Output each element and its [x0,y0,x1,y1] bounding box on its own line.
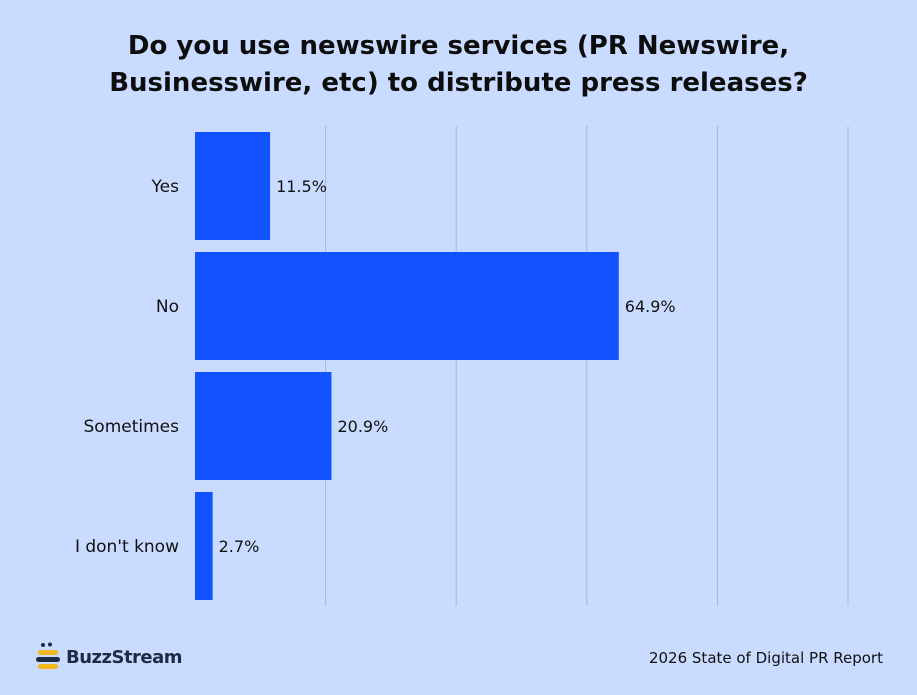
buzzstream-logo-icon [36,642,60,669]
chart-title-line-1: Do you use newswire services (PR Newswir… [127,31,790,61]
category-label: I don't know [75,537,179,557]
brand-name: BuzzStream [66,646,183,668]
bar [195,252,619,360]
bar [195,372,332,480]
bar [195,132,271,240]
category-label: Sometimes [84,417,180,437]
chart-title-line-2: Businesswire, etc) to distribute press r… [109,68,808,98]
data-label: 11.5% [276,177,327,196]
bar [195,492,213,600]
chart-title: Do you use newswire services (PR Newswir… [0,28,917,102]
data-label: 20.9% [337,417,388,436]
report-source: 2026 State of Digital PR Report [648,649,883,667]
category-label: No [156,297,179,317]
data-label: 2.7% [219,537,260,556]
category-label: Yes [151,177,180,197]
data-label: 64.9% [625,297,676,316]
brand-logo: BuzzStream [36,642,183,672]
